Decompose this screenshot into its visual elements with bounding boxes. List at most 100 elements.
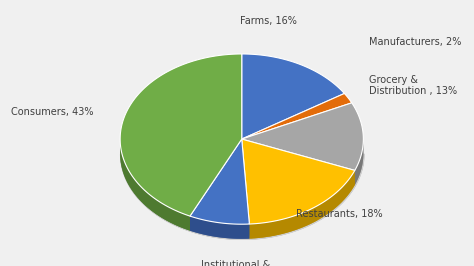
- Polygon shape: [279, 220, 281, 235]
- Polygon shape: [148, 194, 150, 210]
- Polygon shape: [302, 213, 303, 227]
- Polygon shape: [178, 212, 181, 227]
- Polygon shape: [275, 221, 277, 235]
- Polygon shape: [283, 219, 284, 234]
- Polygon shape: [327, 200, 328, 215]
- Polygon shape: [321, 203, 322, 218]
- Polygon shape: [332, 195, 333, 210]
- Polygon shape: [231, 224, 232, 239]
- Polygon shape: [204, 220, 205, 235]
- Polygon shape: [301, 213, 302, 228]
- Polygon shape: [264, 222, 266, 237]
- Polygon shape: [297, 214, 299, 229]
- Polygon shape: [134, 178, 135, 195]
- Polygon shape: [295, 215, 296, 230]
- Polygon shape: [339, 189, 340, 205]
- Polygon shape: [314, 207, 315, 222]
- Polygon shape: [129, 172, 131, 189]
- Polygon shape: [131, 174, 132, 191]
- Polygon shape: [196, 218, 197, 233]
- Polygon shape: [262, 223, 263, 238]
- Polygon shape: [242, 93, 352, 139]
- Polygon shape: [340, 188, 341, 204]
- Polygon shape: [195, 218, 196, 232]
- Polygon shape: [273, 221, 274, 236]
- Polygon shape: [248, 224, 249, 239]
- Polygon shape: [277, 220, 278, 235]
- Polygon shape: [190, 216, 191, 231]
- Polygon shape: [217, 222, 218, 237]
- Polygon shape: [242, 54, 345, 139]
- Polygon shape: [210, 221, 211, 236]
- Polygon shape: [167, 206, 170, 222]
- Text: Manufacturers, 2%: Manufacturers, 2%: [369, 37, 462, 47]
- Polygon shape: [208, 221, 209, 235]
- Polygon shape: [293, 216, 295, 231]
- Polygon shape: [155, 199, 157, 215]
- Polygon shape: [306, 211, 307, 226]
- Polygon shape: [199, 219, 200, 234]
- Polygon shape: [233, 224, 234, 239]
- Polygon shape: [245, 224, 246, 239]
- Polygon shape: [348, 179, 349, 195]
- Polygon shape: [242, 139, 249, 239]
- Polygon shape: [255, 224, 256, 238]
- Polygon shape: [122, 154, 123, 171]
- Polygon shape: [238, 224, 239, 239]
- Polygon shape: [175, 210, 178, 226]
- Polygon shape: [258, 223, 259, 238]
- Polygon shape: [225, 223, 226, 238]
- Polygon shape: [322, 202, 323, 217]
- Polygon shape: [242, 139, 355, 224]
- Polygon shape: [345, 184, 346, 199]
- Polygon shape: [242, 139, 355, 185]
- Polygon shape: [341, 188, 342, 203]
- Polygon shape: [289, 217, 290, 232]
- Polygon shape: [181, 213, 184, 228]
- Polygon shape: [317, 205, 318, 221]
- Polygon shape: [278, 220, 279, 235]
- Text: Farms, 16%: Farms, 16%: [240, 16, 297, 26]
- Polygon shape: [296, 215, 297, 230]
- Polygon shape: [165, 205, 167, 221]
- Polygon shape: [125, 163, 126, 180]
- Polygon shape: [267, 222, 269, 237]
- Polygon shape: [342, 187, 343, 202]
- Polygon shape: [192, 217, 193, 232]
- Polygon shape: [325, 201, 326, 216]
- Polygon shape: [318, 205, 319, 220]
- Polygon shape: [160, 202, 162, 218]
- Polygon shape: [234, 224, 235, 239]
- Polygon shape: [157, 200, 160, 217]
- Polygon shape: [271, 221, 273, 236]
- Polygon shape: [212, 222, 213, 236]
- Polygon shape: [246, 224, 247, 239]
- Polygon shape: [290, 217, 291, 232]
- Polygon shape: [190, 139, 242, 231]
- Polygon shape: [263, 223, 264, 238]
- Polygon shape: [249, 224, 251, 239]
- Polygon shape: [223, 223, 224, 238]
- Polygon shape: [194, 218, 195, 232]
- Polygon shape: [193, 217, 194, 232]
- Polygon shape: [232, 224, 233, 239]
- Polygon shape: [227, 224, 228, 238]
- Polygon shape: [336, 192, 337, 207]
- Polygon shape: [319, 204, 320, 219]
- Polygon shape: [235, 224, 236, 239]
- Polygon shape: [187, 215, 190, 231]
- Polygon shape: [354, 171, 355, 186]
- Polygon shape: [146, 192, 148, 208]
- Polygon shape: [291, 217, 292, 231]
- Polygon shape: [197, 218, 198, 233]
- Polygon shape: [335, 193, 336, 208]
- Polygon shape: [209, 221, 210, 236]
- Polygon shape: [307, 210, 308, 226]
- Polygon shape: [300, 213, 301, 228]
- Polygon shape: [184, 214, 187, 230]
- Polygon shape: [282, 219, 283, 234]
- Polygon shape: [254, 224, 255, 238]
- Polygon shape: [313, 208, 314, 223]
- Polygon shape: [153, 197, 155, 213]
- Polygon shape: [352, 174, 353, 189]
